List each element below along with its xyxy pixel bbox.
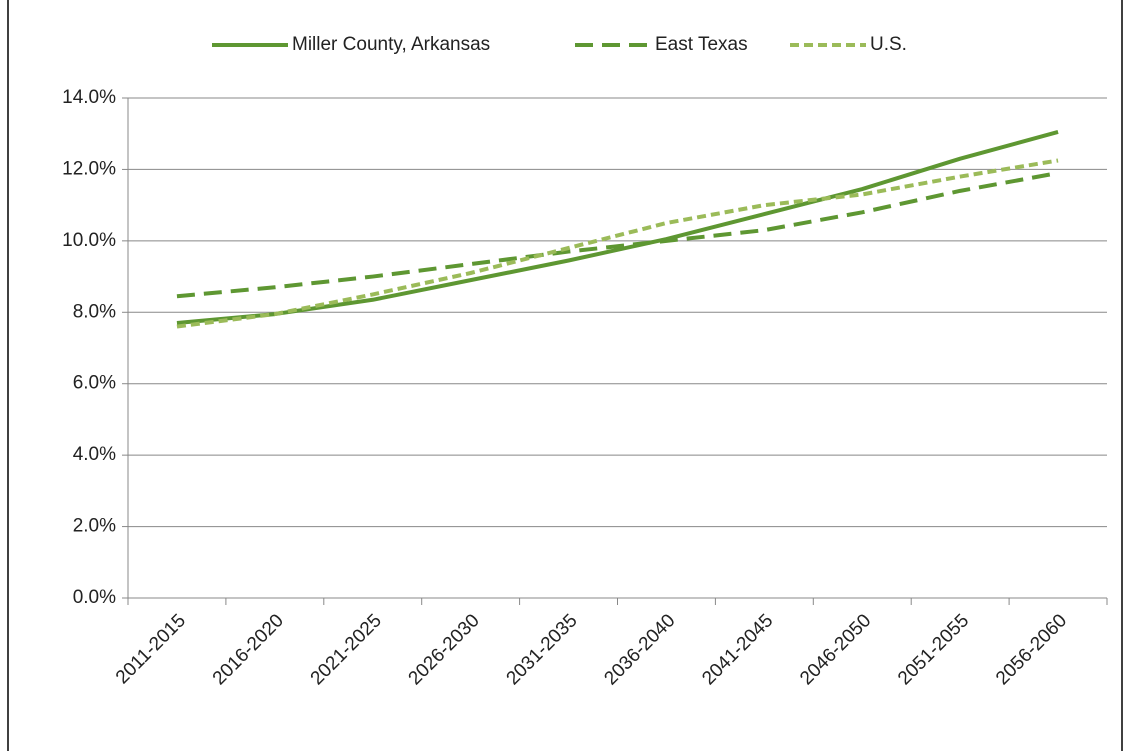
series-line [176,171,1059,299]
y-tick-label: 0.0% [73,587,116,608]
legend-label: U.S. [870,34,907,55]
y-tick-label: 4.0% [73,444,116,465]
chart-frame [7,0,1123,751]
x-tick-label: 2021-2025 [307,610,386,689]
y-tick-label: 12.0% [62,158,116,179]
y-tick-label: 8.0% [73,301,116,322]
series-line [176,158,1059,329]
x-tick-label: 2031-2035 [503,610,582,689]
y-tick-label: 14.0% [62,87,116,108]
x-tick-label: 2011-2015 [112,610,190,688]
series-line [176,129,1059,325]
y-tick-label: 10.0% [62,230,116,251]
x-tick-label: 2046-2050 [796,610,875,689]
x-tick-label: 2051-2055 [894,610,973,689]
x-tick-label: 2036-2040 [600,610,679,689]
x-tick-label: 2041-2045 [698,610,777,689]
legend-label: East Texas [655,34,748,55]
legend-label: Miller County, Arkansas [292,34,490,55]
x-tick-label: 2026-2030 [405,610,484,689]
x-tick-label: 2056-2060 [992,610,1071,689]
x-tick-label: 2016-2020 [209,610,288,689]
y-tick-label: 6.0% [73,373,116,394]
y-tick-label: 2.0% [73,516,116,537]
